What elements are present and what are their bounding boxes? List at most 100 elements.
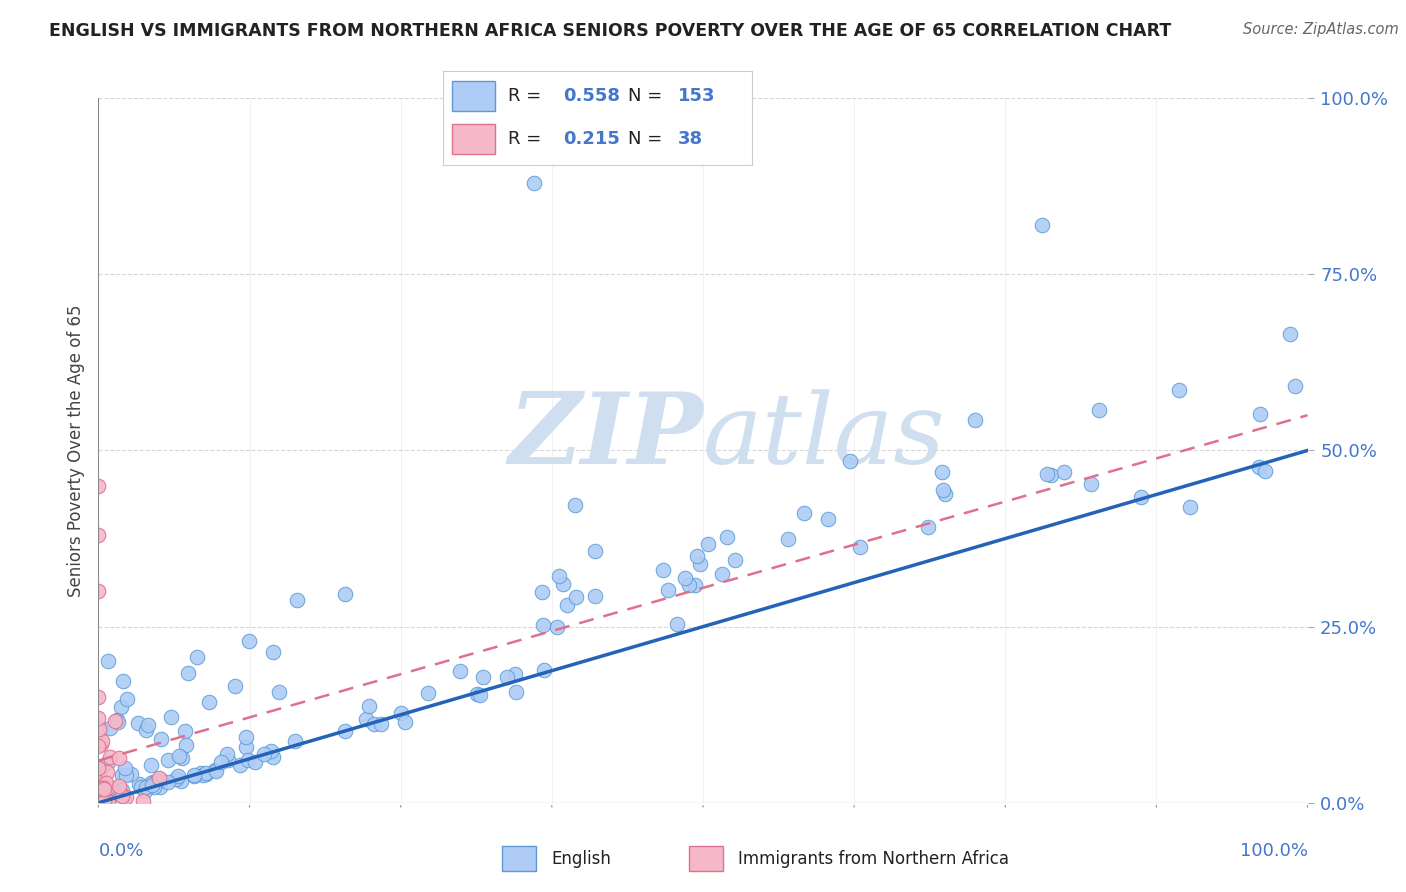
Point — [91, 733, 114, 747]
Point — [229, 758, 252, 772]
Point — [90, 773, 112, 788]
Point — [174, 738, 197, 752]
Point — [546, 620, 568, 634]
Point — [697, 537, 720, 551]
Point — [89, 780, 111, 794]
Point — [503, 667, 526, 681]
Point — [107, 715, 129, 730]
Point — [91, 780, 114, 795]
Point — [686, 549, 709, 564]
Point — [97, 654, 120, 668]
Text: R =: R = — [508, 130, 547, 148]
Text: N =: N = — [628, 87, 668, 104]
Point — [87, 789, 110, 804]
Point — [673, 571, 696, 585]
Point — [110, 788, 132, 802]
Point — [243, 755, 266, 769]
Point — [716, 530, 738, 544]
Point — [87, 795, 110, 809]
Point — [1088, 402, 1111, 417]
Point — [89, 793, 111, 807]
Bar — [502, 847, 536, 871]
Point — [394, 715, 416, 730]
Point — [564, 498, 586, 512]
Point — [285, 593, 308, 607]
Point — [139, 758, 162, 772]
Point — [262, 645, 284, 659]
Point — [139, 776, 162, 790]
Point — [183, 769, 205, 783]
Point — [465, 686, 488, 700]
Point — [89, 780, 111, 794]
Point — [87, 791, 110, 805]
Point — [235, 731, 257, 745]
Point — [666, 616, 689, 631]
Point — [186, 649, 208, 664]
Point — [90, 789, 112, 804]
Text: ENGLISH VS IMMIGRANTS FROM NORTHERN AFRICA SENIORS POVERTY OVER THE AGE OF 65 CO: ENGLISH VS IMMIGRANTS FROM NORTHERN AFRI… — [49, 22, 1171, 40]
Point — [115, 768, 138, 782]
Point — [93, 793, 115, 807]
Point — [1249, 408, 1271, 422]
Point — [90, 737, 112, 751]
Point — [531, 585, 554, 599]
Point — [89, 768, 111, 782]
Point — [236, 753, 259, 767]
Point — [531, 618, 554, 632]
Point — [1039, 468, 1062, 483]
Point — [143, 780, 166, 795]
Point — [146, 774, 169, 789]
Point — [1279, 326, 1302, 341]
Bar — [453, 124, 495, 153]
Point — [333, 587, 356, 601]
Point — [776, 532, 799, 546]
Point — [89, 780, 111, 794]
Point — [128, 777, 150, 791]
Point — [190, 766, 212, 780]
Point — [97, 755, 120, 769]
Point — [98, 781, 121, 796]
Point — [416, 686, 439, 700]
Point — [87, 762, 110, 776]
Point — [678, 578, 700, 592]
Point — [1178, 500, 1201, 515]
Point — [115, 692, 138, 706]
Bar — [453, 81, 495, 111]
Point — [195, 767, 218, 781]
Point — [91, 759, 114, 773]
Point — [931, 465, 953, 479]
Point — [657, 583, 679, 598]
Point — [141, 778, 163, 792]
Point — [96, 781, 118, 796]
Point — [89, 773, 111, 788]
Point — [253, 747, 276, 761]
Point — [1031, 218, 1053, 232]
Point — [87, 584, 110, 599]
Point — [111, 673, 134, 688]
Point — [505, 685, 527, 699]
Point — [103, 781, 125, 796]
Point — [87, 690, 110, 705]
Point — [1053, 465, 1076, 479]
Point — [172, 751, 194, 765]
Text: 100.0%: 100.0% — [1240, 841, 1308, 860]
Point — [148, 771, 170, 785]
Point — [134, 783, 156, 797]
Text: 0.215: 0.215 — [564, 130, 620, 148]
Text: English: English — [551, 849, 612, 868]
Point — [370, 717, 392, 731]
Point — [142, 775, 165, 789]
Point — [167, 769, 190, 783]
Point — [817, 512, 839, 526]
Text: ZIP: ZIP — [508, 388, 703, 484]
Text: 0.0%: 0.0% — [98, 841, 143, 860]
Point — [135, 780, 157, 794]
Point — [932, 483, 955, 498]
Point — [108, 780, 131, 794]
Point — [194, 766, 217, 780]
Point — [94, 776, 117, 790]
Point — [150, 731, 173, 746]
Point — [87, 796, 110, 810]
Point — [165, 772, 187, 786]
Point — [1080, 477, 1102, 491]
